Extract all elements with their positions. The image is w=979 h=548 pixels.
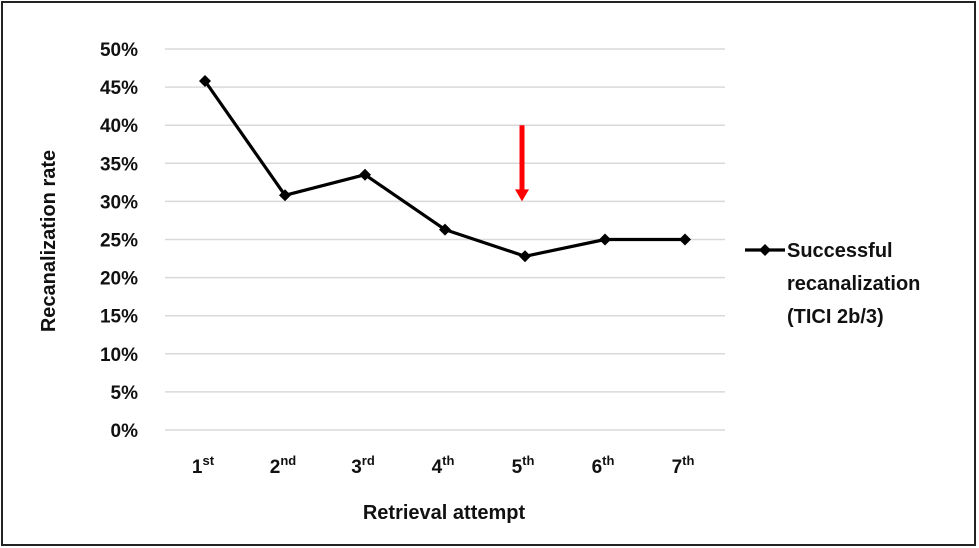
y-tick-label: 45% xyxy=(100,78,138,99)
y-tick-label: 20% xyxy=(100,269,138,290)
y-tick-label: 35% xyxy=(100,154,138,175)
data-point-marker xyxy=(199,75,211,88)
data-point-marker xyxy=(599,233,611,246)
data-point-marker xyxy=(279,189,291,202)
y-axis-title: Recanalization rate xyxy=(38,150,60,332)
x-axis-ticks: 1st 2nd 3rd 4th 5th 6th 7th xyxy=(192,453,695,478)
y-axis-ticks: 0% 5% 10% 15% 20% 25% 30% 35% 40% 45% 50% xyxy=(100,40,138,442)
data-point-marker xyxy=(359,168,371,181)
y-tick-label: 10% xyxy=(100,345,138,366)
y-tick-label: 25% xyxy=(100,231,138,252)
legend-label-line: recanalization xyxy=(787,273,920,295)
x-tick-label: 7th xyxy=(672,453,695,478)
y-tick-label: 5% xyxy=(111,383,139,404)
x-tick-label: 2nd xyxy=(270,453,297,478)
annotation-layer xyxy=(515,125,529,202)
x-tick-label: 6th xyxy=(592,453,615,478)
y-tick-label: 50% xyxy=(100,40,138,61)
y-tick-label: 15% xyxy=(100,307,138,328)
y-tick-label: 40% xyxy=(100,116,138,137)
legend-label-line: Successful xyxy=(787,240,893,262)
legend-label-line: (TICI 2b/3) xyxy=(787,306,884,328)
legend-marker xyxy=(759,244,771,256)
series-layer xyxy=(199,75,691,263)
data-point-marker xyxy=(439,223,451,236)
legend: Successful recanalization (TICI 2b/3) xyxy=(745,240,920,328)
x-tick-label: 5th xyxy=(512,453,535,478)
y-tick-label: 0% xyxy=(111,421,139,442)
x-tick-label: 1st xyxy=(192,453,215,478)
gridlines xyxy=(165,48,725,431)
data-point-marker xyxy=(679,233,691,246)
data-point-marker xyxy=(519,250,531,263)
x-tick-label: 4th xyxy=(432,453,455,478)
line-chart: 0% 5% 10% 15% 20% 25% 30% 35% 40% 45% 50% 1st 2nd 3r… xyxy=(38,40,920,524)
annotation-arrow-head xyxy=(515,189,529,202)
y-tick-label: 30% xyxy=(100,192,138,213)
x-tick-label: 3rd xyxy=(351,453,375,478)
x-axis-title: Retrieval attempt xyxy=(363,502,526,524)
